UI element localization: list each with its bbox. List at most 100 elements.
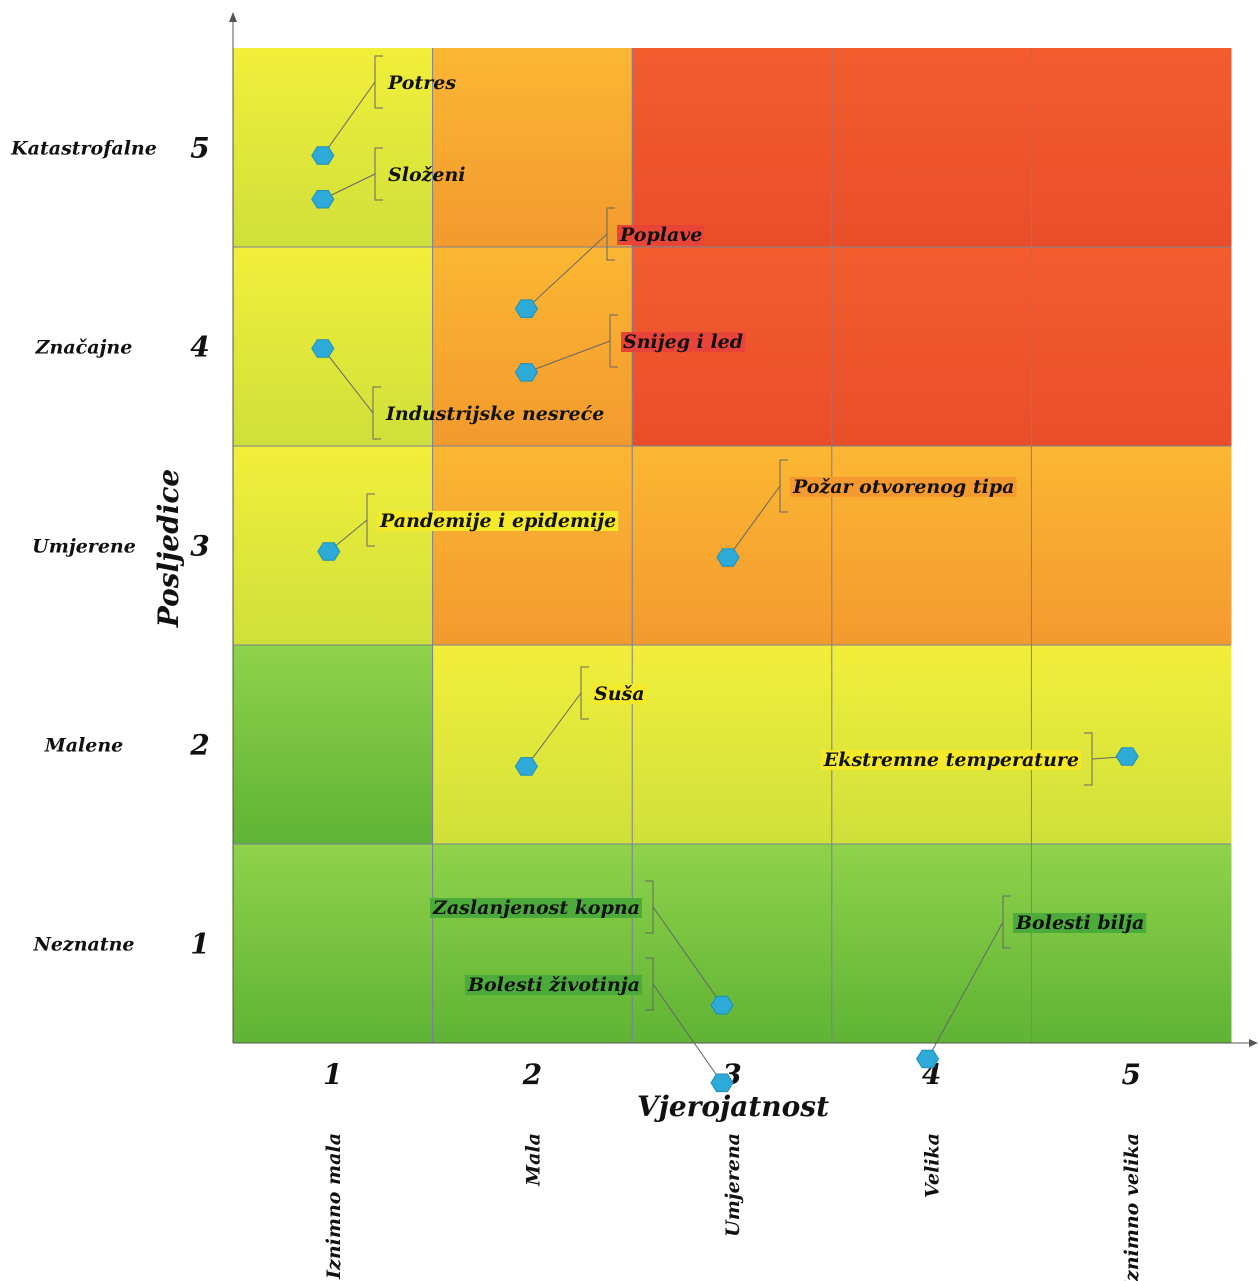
callout-leader	[652, 906, 723, 1006]
axes	[229, 12, 1258, 1047]
label-highlight	[621, 332, 746, 352]
zone-cell-0-2	[632, 48, 833, 248]
tick-labels: 1 2 3 4 512345NeznatneMaleneUmjereneZnačajne…	[10, 132, 1143, 1281]
data-point-group: Bolesti životinja	[464, 957, 734, 1093]
x-tick-label: 1	[323, 1058, 342, 1091]
zone-cell-3-3	[831, 645, 1032, 845]
data-point-marker	[916, 1049, 940, 1069]
zone-cell-2-1	[432, 446, 633, 646]
label-highlight	[790, 477, 1017, 497]
zone-cell-4-2	[632, 844, 833, 1044]
x-tick-label: 5	[1121, 1058, 1140, 1091]
point-label: Ekstremne temperature	[823, 749, 1079, 771]
point-label: Snijeg i led	[623, 331, 743, 353]
data-point-group: Suša	[514, 666, 647, 776]
x-tick-label: 2	[522, 1058, 542, 1091]
data-point-group: Poplave	[514, 207, 705, 318]
y-axis-label: Posljedice	[152, 469, 185, 628]
label-highlight	[429, 898, 642, 918]
zone-cell-2-4	[1031, 446, 1232, 646]
y-category-label: Neznatne	[32, 934, 134, 956]
x-category-label: Iznimno mala	[323, 1133, 345, 1280]
y-category-label: Umjerene	[32, 536, 136, 558]
zone-cell-3-2	[632, 645, 833, 845]
point-label: Potres	[387, 72, 456, 94]
data-point-group: Ekstremne temperature	[820, 732, 1139, 786]
label-highlight	[464, 975, 642, 995]
point-label: Požar otvorenog tipa	[792, 476, 1014, 498]
zone-cell-0-3	[831, 48, 1032, 248]
callout-leader	[526, 692, 582, 767]
label-highlight	[377, 511, 619, 531]
y-category-label: Malene	[44, 735, 124, 757]
data-point-group: Industrijske nesreće	[311, 339, 604, 440]
point-label: Pandemije i epidemije	[379, 510, 616, 532]
callout-leader	[526, 233, 608, 310]
y-category-label: Katastrofalne	[10, 138, 157, 160]
zone-cell-4-1	[432, 844, 633, 1044]
zone-cell-3-0	[233, 645, 434, 845]
point-label: Zaslanjenost kopna	[432, 897, 640, 919]
data-point-marker	[710, 1073, 734, 1093]
zone-cell-1-1	[432, 247, 633, 447]
data-point-marker	[311, 190, 335, 209]
y-tick-label: 4	[190, 331, 209, 364]
y-tick-label: 1	[190, 928, 209, 961]
x-category-label: Mala	[522, 1133, 544, 1187]
point-label: Industrijske nesreće	[385, 403, 604, 425]
y-tick-label: 3	[190, 530, 209, 563]
data-point-marker	[317, 542, 341, 561]
data-point-marker	[514, 363, 538, 382]
data-point-group: Bolesti bilja	[916, 895, 1147, 1069]
data-points: Potres Složeni Poplave Snijeg i led Industri…	[311, 55, 1147, 1093]
point-label: Suša	[594, 683, 645, 705]
point-label: Bolesti bilja	[1015, 912, 1144, 934]
zone-cell-0-4	[1031, 48, 1232, 248]
data-point-group: Potres	[311, 55, 456, 165]
data-point-group: Složeni	[311, 147, 466, 209]
risk-zones	[233, 48, 1232, 1044]
callout-leader	[727, 485, 781, 558]
y-tick-label: 2	[189, 729, 209, 762]
zone-cell-3-4	[1031, 645, 1232, 845]
label-highlight	[1013, 913, 1147, 933]
data-point-marker	[514, 757, 538, 776]
y-tick-label: 5	[190, 132, 209, 165]
x-category-label: Velika	[922, 1133, 944, 1198]
data-point-group: Snijeg i led	[514, 314, 746, 382]
callout-leader	[652, 983, 723, 1084]
grid	[233, 48, 1231, 1043]
x-category-label: Umjerena	[722, 1133, 744, 1237]
zone-cell-3-1	[432, 645, 633, 845]
data-point-marker	[710, 995, 734, 1015]
data-point-marker	[311, 339, 335, 358]
callout-leader	[927, 921, 1004, 1060]
y-axis-arrow	[229, 12, 237, 22]
zone-cell-4-4	[1031, 844, 1232, 1044]
data-point-marker	[716, 548, 740, 567]
data-point-group: Zaslanjenost kopna	[429, 880, 734, 1015]
zone-cell-0-0	[233, 48, 434, 248]
data-point-marker	[514, 299, 538, 318]
zone-cell-1-3	[831, 247, 1032, 447]
zone-cell-4-3	[831, 844, 1032, 1044]
point-label: Složeni	[388, 164, 466, 186]
data-point-group: Požar otvorenog tipa	[716, 459, 1017, 567]
point-label: Poplave	[619, 224, 702, 246]
label-highlight	[820, 750, 1081, 770]
zone-cell-4-0	[233, 844, 434, 1044]
zone-cell-0-1	[432, 48, 633, 248]
data-point-group: Pandemije i epidemije	[317, 493, 619, 561]
data-point-marker	[311, 146, 335, 165]
callout-leader	[322, 348, 374, 414]
zone-cell-1-4	[1031, 247, 1232, 447]
data-point-marker	[1115, 747, 1139, 766]
point-label: Bolesti životinja	[467, 974, 640, 996]
x-axis-arrow	[1249, 1039, 1258, 1047]
callout-leader	[322, 81, 376, 156]
callout-leader	[526, 340, 611, 373]
x-axis-label: Vjerojatnost	[637, 1090, 829, 1123]
label-highlight	[592, 684, 647, 704]
label-highlight	[617, 225, 705, 245]
